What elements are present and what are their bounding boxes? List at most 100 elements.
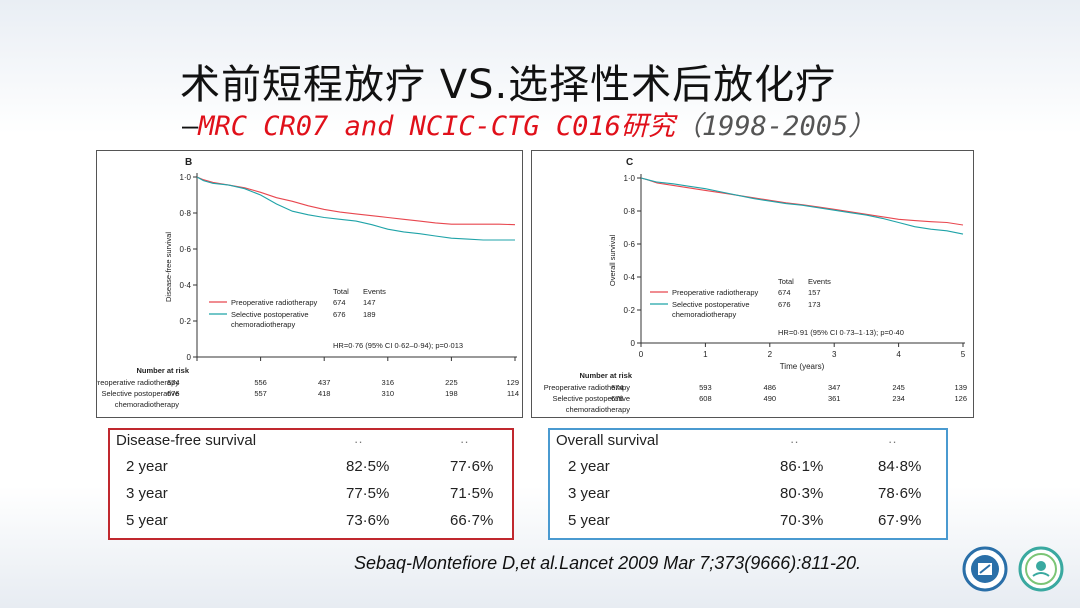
risk-table-title: Number at risk	[579, 371, 632, 380]
y-tick-label: 0·2	[179, 317, 191, 326]
dfs-row-label: 3 year	[126, 485, 168, 502]
hazard-ratio-text: HR=0·76 (95% CI 0·62–0·94); p=0·013	[333, 341, 463, 350]
dfs-row-v1: 77·5%	[346, 485, 390, 502]
x-tick-label: 2	[768, 350, 773, 359]
risk-value: 556	[254, 378, 267, 387]
legend-total: 676	[778, 300, 791, 309]
dfs-row-2yr: 2 year 82·5% 77·6%	[110, 458, 512, 482]
dfs-col-mark-2: ··	[460, 434, 469, 449]
risk-row-label: Selective postoperative	[552, 394, 630, 403]
legend-events: 189	[363, 310, 376, 319]
series-line-preop	[196, 176, 516, 226]
risk-value: 676	[167, 389, 180, 398]
dfs-row-v1: 82·5%	[346, 458, 390, 475]
os-row-5yr: 5 year 70·3% 67·9%	[550, 512, 946, 536]
subtitle-dash: —	[182, 111, 199, 142]
dfs-row-v2: 66·7%	[450, 512, 494, 529]
chart-dfs-svg: B 0 0·2 0·4 0·6 0·8 1·0 Disease-free survival To…	[97, 157, 519, 409]
series-line-postop	[640, 177, 964, 235]
risk-row-label: Selective postoperative	[101, 389, 179, 398]
os-row-v1: 80·3%	[780, 485, 824, 502]
os-row-label: 3 year	[568, 485, 610, 502]
risk-table-title: Number at risk	[136, 366, 189, 375]
dfs-col-mark-1: ··	[354, 434, 363, 449]
os-row-3yr: 3 year 80·3% 78·6%	[550, 485, 946, 509]
os-row-v2: 78·6%	[878, 485, 922, 502]
y-axis-title: Overall survival	[608, 235, 617, 287]
os-col-mark-1: ··	[790, 434, 799, 449]
citation: Sebaq-Montefiore D,et al.Lancet 2009 Mar…	[354, 553, 861, 573]
legend-label: Preoperative radiotherapy	[672, 288, 759, 297]
legend-label: Selective postoperative	[672, 300, 750, 309]
os-row-2yr: 2 year 86·1% 84·8%	[550, 458, 946, 482]
y-tick-label: 0·2	[623, 306, 635, 315]
risk-value: 361	[828, 394, 841, 403]
legend-header-events: Events	[808, 277, 831, 286]
risk-value: 114	[507, 389, 519, 398]
y-tick-label: 1·0	[179, 173, 191, 182]
risk-value: 418	[318, 389, 331, 398]
hazard-ratio-text: HR=0·91 (95% CI 0·73–1·13); p=0·40	[778, 328, 904, 337]
os-row-v1: 70·3%	[780, 512, 824, 529]
legend-label: Preoperative radiotherapy	[231, 298, 318, 307]
dfs-row-v1: 73·6%	[346, 512, 390, 529]
os-row-v2: 84·8%	[878, 458, 922, 475]
os-table: Overall survival ·· ·· 2 year 86·1% 84·8…	[548, 428, 948, 540]
legend-total: 674	[778, 288, 791, 297]
x-tick-label: 4	[896, 350, 901, 359]
dfs-row-v2: 71·5%	[450, 485, 494, 502]
panel-label: B	[185, 157, 192, 168]
slide-subtitle: —MRC CR07 and NCIC-CTG C016研究（1998-2005）	[182, 104, 875, 143]
x-axis-title: Time (years)	[780, 362, 825, 371]
y-axis-title: Disease-free survival	[164, 232, 173, 302]
y-tick-label: 1·0	[623, 174, 635, 183]
risk-value: 557	[254, 389, 267, 398]
risk-value: 490	[764, 394, 777, 403]
risk-value: 347	[828, 383, 841, 392]
legend-total: 674	[333, 298, 346, 307]
risk-value: 245	[892, 383, 905, 392]
legend-label: Selective postoperative	[231, 310, 309, 319]
risk-value: 486	[764, 383, 777, 392]
dfs-table-header: Disease-free survival	[116, 432, 257, 449]
legend-events: 157	[808, 288, 821, 297]
series-line-preop	[640, 177, 964, 226]
y-tick-label: 0·4	[179, 281, 191, 290]
legend-total: 676	[333, 310, 346, 319]
os-table-header: Overall survival	[556, 432, 659, 449]
risk-value: 674	[611, 383, 624, 392]
y-tick-label: 0·8	[179, 209, 191, 218]
subtitle-years: （1998-2005）	[674, 111, 876, 142]
risk-value: 225	[445, 378, 458, 387]
hospital-logo-icon	[962, 546, 1008, 592]
risk-value: 198	[445, 389, 458, 398]
x-tick-label: 3	[832, 350, 837, 359]
y-tick-label: 0·4	[623, 273, 635, 282]
legend-events: 173	[808, 300, 821, 309]
risk-row-label-line2: chemoradiotherapy	[566, 405, 630, 414]
risk-value: 593	[699, 383, 712, 392]
y-tick-label: 0·6	[179, 245, 191, 254]
y-tick-label: 0·6	[623, 240, 635, 249]
legend-label-line2: chemoradiotherapy	[672, 310, 736, 319]
subtitle-study: MRC CR07 and NCIC-CTG C016研究	[198, 111, 675, 142]
legend-label-line2: chemoradiotherapy	[231, 320, 295, 329]
association-logo-icon	[1018, 546, 1064, 592]
y-tick-label: 0·8	[623, 207, 635, 216]
risk-value: 129	[506, 378, 519, 387]
risk-value: 674	[167, 378, 180, 387]
risk-value: 316	[382, 378, 395, 387]
os-row-v2: 67·9%	[878, 512, 922, 529]
x-tick-label: 1	[703, 350, 708, 359]
dfs-table: Disease-free survival ·· ·· 2 year 82·5%…	[108, 428, 514, 540]
slide-title: 术前短程放疗 VS.选择性术后放化疗	[180, 62, 837, 108]
chart-panel-dfs: B 0 0·2 0·4 0·6 0·8 1·0 Disease-free survival To…	[96, 150, 523, 418]
os-row-v1: 86·1%	[780, 458, 824, 475]
risk-value: 310	[382, 389, 395, 398]
risk-value: 234	[892, 394, 905, 403]
risk-value: 437	[318, 378, 331, 387]
risk-value: 139	[954, 383, 967, 392]
y-tick-label: 0	[187, 353, 192, 362]
dfs-row-label: 2 year	[126, 458, 168, 475]
